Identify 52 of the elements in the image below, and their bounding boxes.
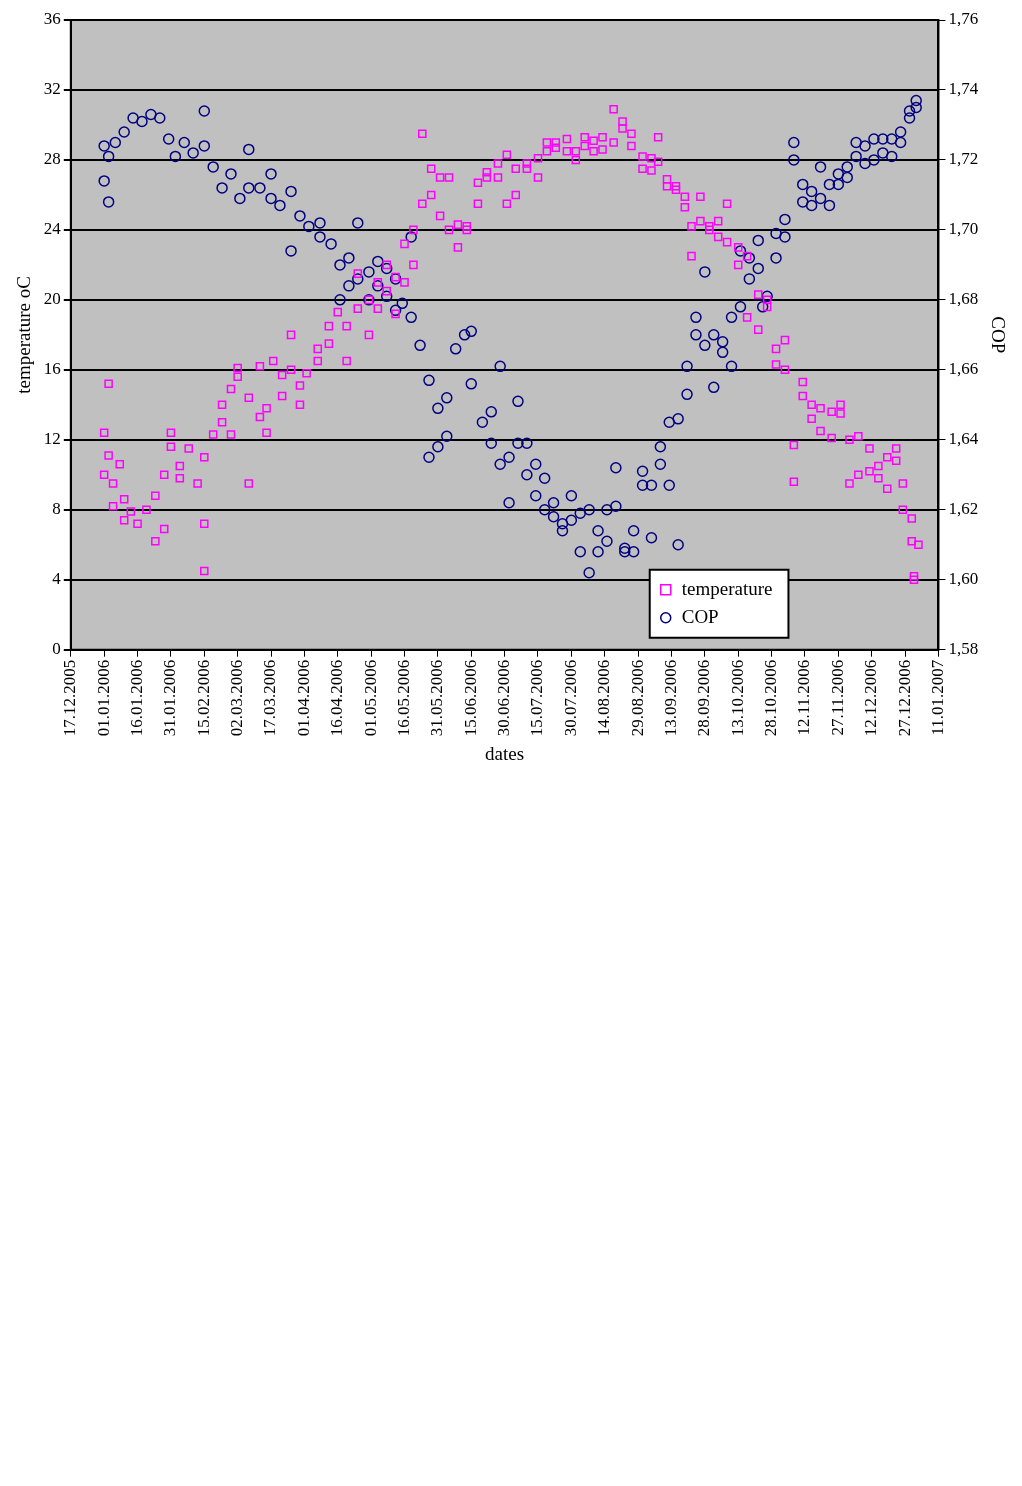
y-tick-label: 12: [43, 429, 61, 449]
y-tick-label: 36: [43, 9, 61, 29]
x-axis-title: dates: [485, 742, 525, 764]
x-tick-label: 28.09.2006: [694, 659, 714, 737]
x-tick-label: 13.10.2006: [727, 659, 747, 737]
x-tick-label: 01.05.2006: [360, 659, 380, 737]
x-tick-label: 13.09.2006: [660, 659, 680, 737]
y-tick-label: 28: [43, 149, 61, 169]
x-tick-label: 01.01.2006: [93, 659, 113, 737]
x-tick-label: 27.11.2006: [827, 659, 847, 736]
y-axis-title: temperature oC: [13, 276, 35, 394]
y-tick-label: 24: [43, 219, 62, 239]
y-tick-label: 0: [52, 639, 61, 659]
x-tick-label: 31.01.2006: [160, 659, 180, 737]
y2-tick-label: 1,74: [948, 79, 979, 99]
x-tick-label: 12.11.2006: [794, 659, 814, 736]
y2-tick-label: 1,66: [948, 359, 979, 379]
y-tick-label: 16: [43, 359, 61, 379]
y2-tick-label: 1,64: [948, 429, 979, 449]
x-tick-label: 29.08.2006: [627, 659, 647, 737]
y2-tick-label: 1,62: [948, 499, 979, 519]
x-tick-label: 15.02.2006: [193, 659, 213, 737]
y2-tick-label: 1,70: [948, 219, 979, 239]
y-tick-label: 4: [52, 569, 62, 589]
y-tick-label: 8: [52, 499, 61, 519]
x-tick-label: 14.08.2006: [594, 659, 614, 737]
x-tick-label: 12.12.2006: [861, 659, 881, 737]
x-tick-label: 02.03.2006: [227, 659, 247, 737]
x-tick-label: 17.03.2006: [260, 659, 280, 737]
y2-tick-label: 1,76: [948, 9, 979, 29]
y2-tick-label: 1,58: [948, 639, 979, 659]
x-tick-label: 01.04.2006: [293, 659, 313, 737]
x-tick-label: 16.04.2006: [327, 659, 347, 737]
legend-label: temperature: [681, 577, 773, 599]
x-tick-label: 16.05.2006: [393, 659, 413, 737]
y2-tick-label: 1,68: [948, 289, 979, 309]
x-tick-label: 15.06.2006: [460, 659, 480, 737]
y-tick-label: 20: [43, 289, 61, 309]
x-tick-label: 17.12.2005: [60, 659, 80, 737]
x-tick-label: 28.10.2006: [761, 659, 781, 737]
x-tick-label: 30.06.2006: [494, 659, 514, 737]
x-tick-label: 31.05.2006: [427, 659, 447, 737]
x-tick-label: 11.01.2007: [927, 659, 947, 736]
y-tick-label: 32: [43, 79, 61, 99]
x-tick-label: 27.12.2006: [894, 659, 914, 737]
x-tick-label: 15.07.2006: [527, 659, 547, 737]
y2-tick-label: 1,60: [948, 569, 979, 589]
y2-tick-label: 1,72: [948, 149, 979, 169]
legend-label: COP: [681, 605, 719, 627]
x-tick-label: 16.01.2006: [127, 659, 147, 737]
x-tick-label: 30.07.2006: [560, 659, 580, 737]
y2-axis-title: COP: [987, 316, 1009, 354]
